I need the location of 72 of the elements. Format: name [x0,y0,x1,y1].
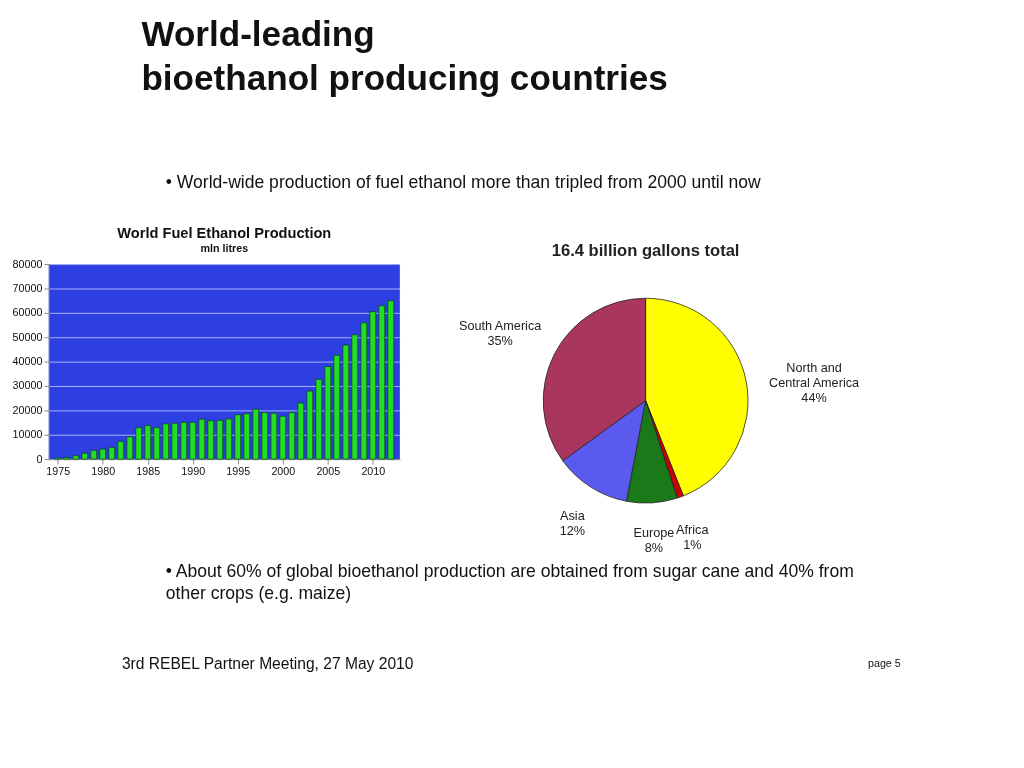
y-tick-label: 80000 [12,257,43,270]
bar [90,450,97,460]
bar [306,390,314,460]
data-label: 44% [801,390,827,405]
bar [351,334,359,460]
slice-label: Europe [633,526,675,541]
chart-title: 16.4 billion gallons total [551,241,740,261]
y-tick-label: 20000 [12,403,43,416]
bar [360,322,368,460]
y-tick-label: 70000 [12,281,43,294]
slice-label: North and Central America [769,361,861,391]
x-tick-label: 1995 [226,465,251,478]
text: bioethanol producing countries [141,57,668,97]
bar [162,423,170,460]
data-label: 1% [683,537,702,552]
bar [225,418,233,460]
data-label: 12% [559,523,586,538]
bar [234,414,242,460]
x-tick-label: 1990 [181,465,206,478]
bar [288,412,296,460]
bar [342,344,350,460]
slice-label: Asia [560,508,586,523]
x-tick-label: 2005 [316,465,341,478]
x-tick-label: 1980 [91,465,116,478]
y-tick-label: 60000 [12,306,43,319]
bar [279,415,287,460]
bar [180,422,188,460]
x-tick-label: 2000 [271,465,296,478]
bar [135,427,143,460]
bar [189,422,197,460]
bar [252,408,260,460]
bar [126,436,134,460]
text: World-leading [141,13,375,53]
bar [270,413,278,460]
chart-title: World Fuel Ethanol Production [117,224,332,241]
y-tick-label: 50000 [12,330,43,343]
slice-label: South America [458,319,543,334]
bar [369,311,377,460]
chart-subtitle: mln litres [200,242,249,255]
y-tick-label: 30000 [12,379,43,392]
text: 3rd REBEL Partner Meeting, 27 May 2010 [121,654,414,672]
x-tick-label: 1975 [46,465,71,478]
y-tick-label: 40000 [12,355,43,368]
bar [72,455,79,460]
bar [81,453,88,460]
bar [315,379,323,460]
x-tick-label: 1985 [136,465,161,478]
bar [261,412,269,460]
bar [108,447,115,460]
y-tick-label: 10000 [12,428,43,441]
bar [324,366,332,460]
bar [153,427,161,460]
bar [378,305,386,460]
bar [99,448,106,460]
bar [144,425,152,460]
bar [171,423,179,460]
bar [198,418,206,460]
text: page 5 [867,656,901,669]
bar [387,300,395,460]
x-tick-label: 2010 [361,465,386,478]
bar [117,441,125,460]
y-tick-label: 0 [36,452,43,465]
bar [297,402,305,460]
bar [216,420,224,460]
bar [333,354,341,460]
bar [243,413,251,460]
text: • About 60% of global bioethanol production are obtained from sugar cane and 40% from other crops (e.g. maize) [165,561,854,604]
data-label: 35% [487,334,513,349]
data-label: 8% [644,540,664,555]
bar [207,420,215,460]
text: • World-wide production of fuel ethanol more than tripled from 2000 until now [165,172,762,193]
slice-label: Africa [676,523,710,538]
